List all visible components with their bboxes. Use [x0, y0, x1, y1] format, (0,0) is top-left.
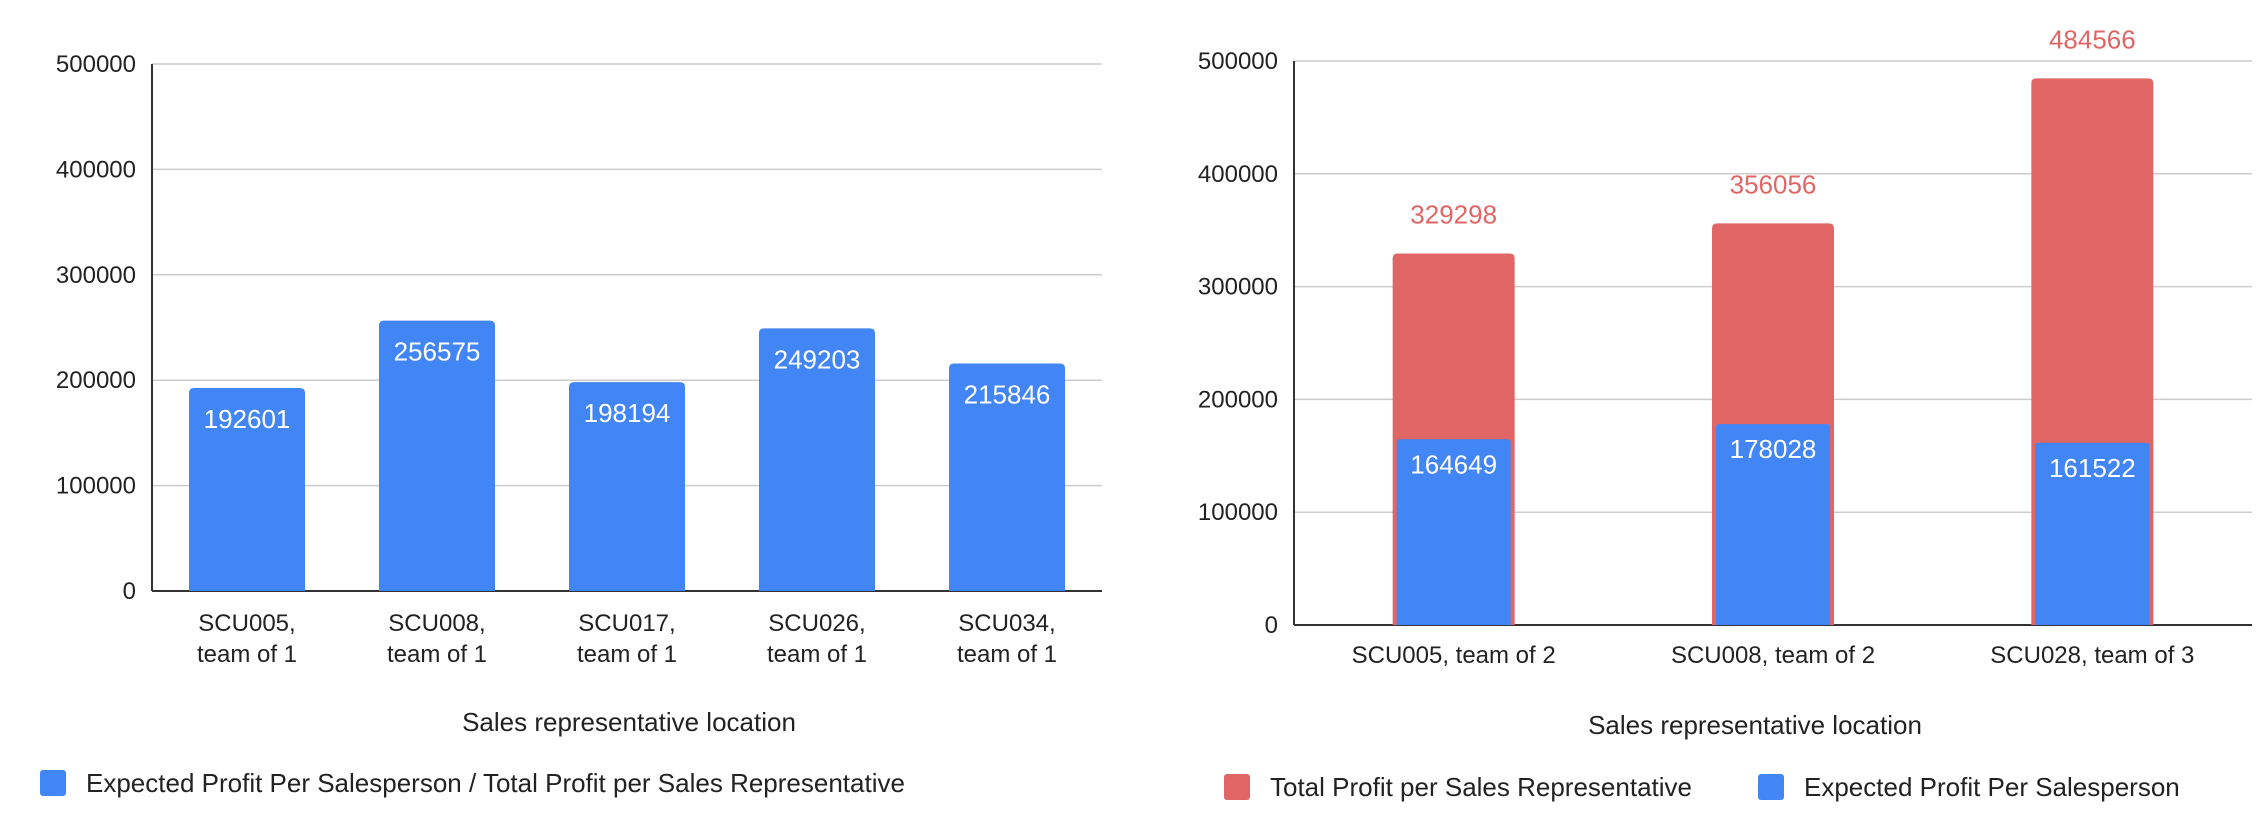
y-tick-label: 400000 — [56, 156, 136, 183]
y-tick-label: 500000 — [56, 51, 136, 78]
legend-label: Expected Profit Per Salesperson / Total … — [86, 768, 905, 798]
x-tick-label: SCU034, — [958, 610, 1055, 637]
bar-data-label: 249203 — [774, 344, 861, 374]
y-tick-label: 200000 — [56, 367, 136, 394]
x-tick-label: team of 1 — [387, 641, 487, 668]
x-axis-title: Sales representative location — [1588, 710, 1922, 740]
x-tick-label: SCU005, team of 2 — [1352, 642, 1556, 669]
x-tick-label: SCU005, — [198, 610, 295, 637]
x-tick-label: SCU008, team of 2 — [1671, 642, 1875, 669]
expected-data-label: 178028 — [1730, 434, 1817, 464]
left-bar-chart: 0 100000 200000 300000 400000 500000 192601 SCU… — [40, 51, 1102, 798]
y-tick-label: 500000 — [1198, 48, 1278, 75]
right-bar-chart: 0 100000 200000 300000 400000 500000 329298 164… — [1198, 24, 2252, 802]
x-tick-label: team of 1 — [957, 641, 1057, 668]
y-tick-label: 200000 — [1198, 386, 1278, 413]
legend-swatch — [40, 770, 66, 796]
x-tick-label: SCU028, team of 3 — [1990, 642, 2194, 669]
total-data-label: 484566 — [2049, 24, 2136, 54]
legend-label-total: Total Profit per Sales Representative — [1270, 772, 1692, 802]
y-tick-label: 100000 — [56, 473, 136, 500]
expected-bar — [2035, 442, 2150, 625]
x-axis-title: Sales representative location — [462, 707, 796, 737]
y-tick-label: 100000 — [1198, 499, 1278, 526]
y-tick-label: 0 — [1265, 612, 1278, 639]
y-tick-label: 300000 — [1198, 274, 1278, 301]
x-tick-label: team of 1 — [577, 641, 677, 668]
bar — [379, 320, 495, 591]
x-tick-label: team of 1 — [197, 641, 297, 668]
bar — [949, 363, 1065, 591]
total-data-label: 329298 — [1410, 200, 1497, 230]
expected-bar — [1716, 424, 1830, 625]
legend-swatch-expected — [1758, 774, 1784, 800]
x-tick-label: SCU008, — [388, 610, 485, 637]
bar-data-label: 192601 — [204, 404, 291, 434]
bar-data-label: 198194 — [584, 398, 671, 428]
bar-data-label: 215846 — [964, 379, 1051, 409]
bar — [759, 328, 875, 591]
y-tick-label: 300000 — [56, 262, 136, 289]
x-tick-label: SCU017, — [578, 610, 675, 637]
bar — [189, 387, 305, 591]
total-data-label: 356056 — [1730, 169, 1817, 199]
y-tick-label: 0 — [123, 578, 136, 605]
expected-bar — [1396, 439, 1511, 625]
bar-data-label: 256575 — [394, 337, 481, 367]
bar — [569, 382, 685, 591]
y-tick-label: 400000 — [1198, 161, 1278, 188]
legend-swatch-total — [1224, 774, 1250, 800]
legend-label-expected: Expected Profit Per Salesperson — [1804, 772, 2180, 802]
x-tick-label: SCU026, — [768, 610, 865, 637]
expected-data-label: 164649 — [1410, 449, 1497, 479]
x-tick-label: team of 1 — [767, 641, 867, 668]
expected-data-label: 161522 — [2049, 453, 2136, 483]
